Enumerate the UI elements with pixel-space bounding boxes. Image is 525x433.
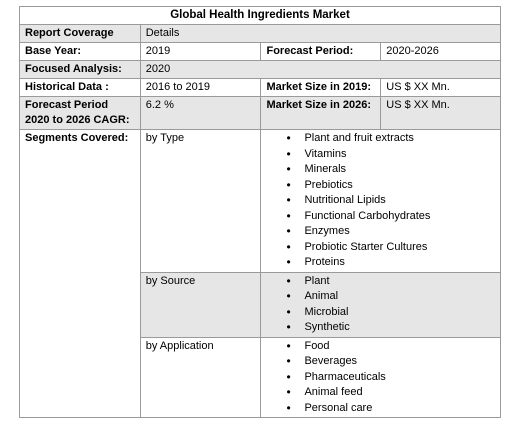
table-row: Historical Data : 2016 to 2019 Market Si…: [19, 78, 501, 97]
list-item: Enzymes: [266, 224, 495, 240]
segment-type-items: Plant and fruit extractsVitaminsMinerals…: [260, 129, 501, 273]
market-size-2019-value: US $ XX Mn.: [380, 78, 501, 97]
table-row: Focused Analysis: 2020: [19, 60, 502, 79]
list-item: Synthetic: [266, 320, 495, 336]
segment-source-items: PlantAnimalMicrobialSynthetic: [260, 271, 501, 338]
list-item: Plant: [266, 274, 495, 290]
list-item: Minerals: [266, 162, 495, 178]
cagr-label: Forecast Period 2020 to 2026 CAGR:: [19, 96, 141, 130]
report-table: Global Health Ingredients Market Report …: [19, 6, 502, 418]
list-item: Nutritional Lipids: [266, 193, 495, 209]
historical-data-label: Historical Data :: [19, 78, 141, 97]
list-item: Beverages: [266, 354, 495, 370]
list-item: Food: [266, 339, 495, 355]
segment-type-label: by Type: [139, 129, 262, 273]
segment-application-label: by Application: [139, 336, 262, 418]
list-item: Pharmaceuticals: [266, 370, 495, 386]
header-coverage: Report Coverage: [19, 24, 141, 43]
market-size-2026-label: Market Size in 2026:: [260, 96, 382, 130]
application-list: FoodBeveragesPharmaceuticalsAnimal feedP…: [266, 339, 495, 417]
forecast-period-label: Forecast Period:: [260, 42, 382, 61]
table-row: by Application FoodBeveragesPharmaceutic…: [20, 336, 501, 418]
base-year-value: 2019: [139, 42, 262, 61]
segment-application-items: FoodBeveragesPharmaceuticalsAnimal feedP…: [260, 336, 501, 418]
segments-label: Segments Covered:: [19, 129, 141, 418]
list-item: Plant and fruit extracts: [266, 131, 495, 147]
cagr-value: 6.2 %: [139, 96, 262, 130]
list-item: Functional Carbohydrates: [266, 209, 495, 225]
source-list: PlantAnimalMicrobialSynthetic: [266, 274, 495, 336]
list-item: Vitamins: [266, 147, 495, 163]
table-row: by Source PlantAnimalMicrobialSynthetic: [20, 271, 501, 338]
segment-source-label: by Source: [139, 271, 262, 338]
table-title: Global Health Ingredients Market: [19, 6, 501, 25]
focused-analysis-value: 2020: [139, 60, 502, 79]
base-year-label: Base Year:: [19, 42, 141, 61]
list-item: Microbial: [266, 305, 495, 321]
list-item: Animal: [266, 289, 495, 305]
list-item: Probiotic Starter Cultures: [266, 240, 495, 256]
table-row: Forecast Period 2020 to 2026 CAGR: 6.2 %…: [19, 96, 501, 130]
header-details: Details: [139, 24, 502, 43]
list-item: Prebiotics: [266, 178, 495, 194]
list-item: Personal care: [266, 401, 495, 417]
historical-data-value: 2016 to 2019: [139, 78, 262, 97]
table-row: Report Coverage Details: [19, 24, 502, 43]
focused-analysis-label: Focused Analysis:: [19, 60, 141, 79]
forecast-period-value: 2020-2026: [380, 42, 501, 61]
list-item: Animal feed: [266, 385, 495, 401]
market-size-2019-label: Market Size in 2019:: [260, 78, 382, 97]
list-item: Proteins: [266, 255, 495, 271]
market-size-2026-value: US $ XX Mn.: [380, 96, 501, 130]
table-row: Segments Covered: by Type Plant and frui…: [19, 129, 501, 418]
table-row: Base Year: 2019 Forecast Period: 2020-20…: [19, 42, 501, 61]
type-list: Plant and fruit extractsVitaminsMinerals…: [266, 131, 495, 271]
